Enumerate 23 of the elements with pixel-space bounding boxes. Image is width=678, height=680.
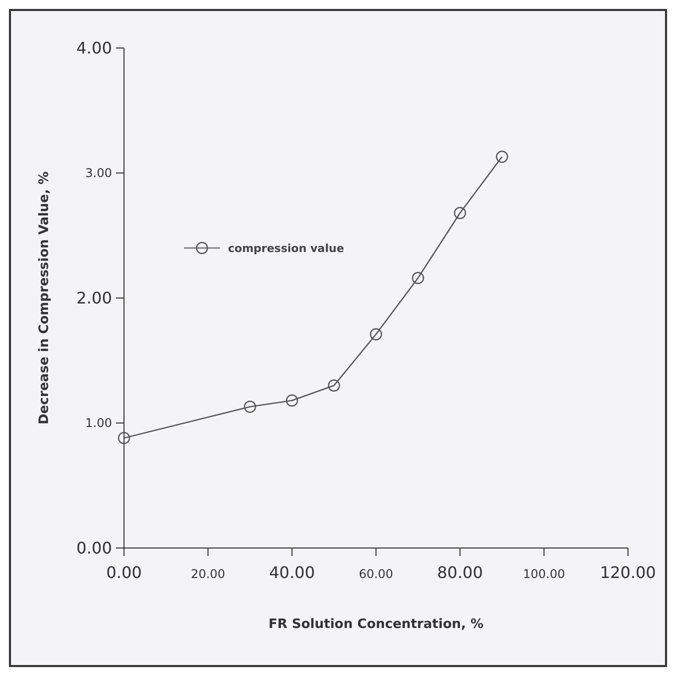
y-tick-label: 3.00 <box>85 166 112 180</box>
point <box>328 379 340 392</box>
point <box>244 400 256 413</box>
y-tick-label: 4.00 <box>76 38 112 58</box>
x-tick-label: 40.00 <box>269 563 315 582</box>
x-tick-label: 80.00 <box>437 563 483 582</box>
y-tick-label: 0.00 <box>76 538 112 558</box>
x-tick-label: 60.00 <box>358 567 394 581</box>
point <box>454 206 466 220</box>
x-tick-label: 100.00 <box>523 567 565 581</box>
y-tick-label: 2.00 <box>76 288 112 308</box>
legend-label: compression value <box>228 242 344 255</box>
point <box>412 272 424 284</box>
point <box>496 150 508 163</box>
y-axis-title: Decrease in Compression Value, % <box>37 172 52 424</box>
point <box>370 328 382 340</box>
x-tick-label: 120.00 <box>600 563 656 582</box>
y-tick-label: 1.00 <box>85 416 112 430</box>
x-axis-title: FR Solution Concentration, % <box>268 617 484 632</box>
x-tick-label: 0.00 <box>106 563 142 582</box>
x-tick-label: 20.00 <box>190 567 226 581</box>
point <box>286 394 298 407</box>
point <box>118 432 130 444</box>
